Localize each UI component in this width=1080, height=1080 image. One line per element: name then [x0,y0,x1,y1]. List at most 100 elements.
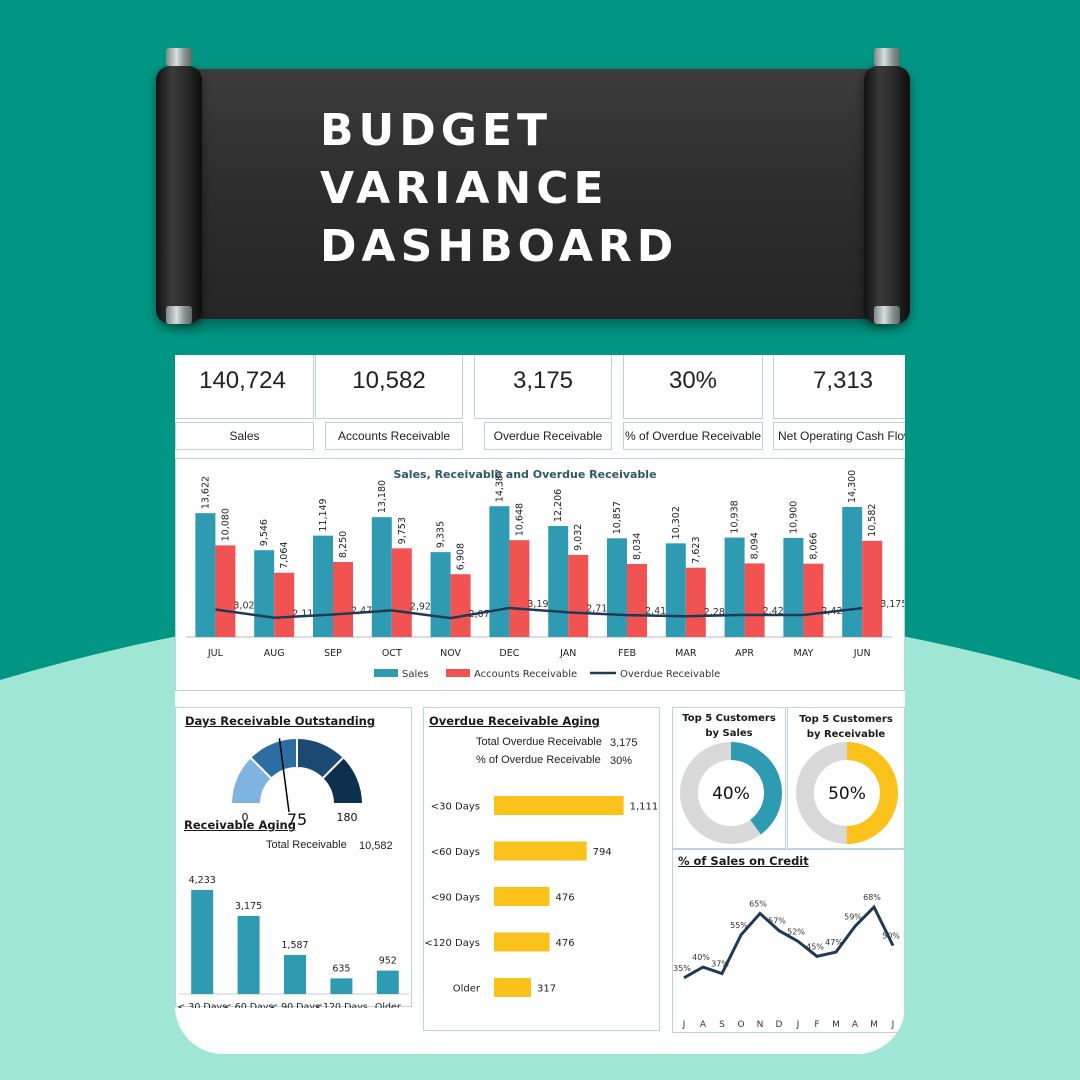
sales-receivable-chart-panel: Sales, Receivable and Overdue Receivable… [175,458,905,691]
top-customers-receivable-panel: Top 5 Customers by Receivable 50% [787,707,905,849]
x-tick-label: Older [375,1002,401,1008]
x-tick-label: JAN [559,648,576,659]
overdue-aging-bar [494,841,587,861]
y-tick-label: <120 Days [424,938,480,949]
receivable-panel: Days Receivable Outstanding 75 0 180 Recei… [175,707,412,1008]
dro-title: Days Receivable Outstanding [185,714,376,728]
overdue-data-label: 2,287 [704,607,731,618]
x-tick-label: OCT [382,648,402,659]
receivable-bar [803,563,824,637]
receivable-aging-title: Receivable Aging [184,818,296,832]
receivable-data-label: 10,080 [220,508,231,541]
total-overdue-value: 3,175 [610,737,638,749]
sales-bar [607,538,627,637]
donut-title-line: by Sales [705,728,753,739]
aging-data-label: 635 [332,963,350,974]
x-tick-label: A [852,1020,859,1030]
kpi-value: 7,313 [812,367,874,394]
aging-data-label: 3,175 [235,901,262,912]
donut-value-arc [680,742,782,844]
scroll-pin-icon [874,306,900,324]
gauge-segment [321,755,365,805]
credit-data-label: 45% [806,942,824,951]
overdue-aging-panel: Overdue Receivable Aging Total Overdue R… [423,707,660,1031]
receivable-data-label: 10,582 [867,504,878,537]
receivable-bar [744,563,765,637]
donut-title-line: by Receivable [806,729,886,740]
y-tick-label: <90 Days [431,893,480,904]
overdue-data-label: 2,475 [351,606,378,617]
receivable-data-label: 9,032 [573,524,584,551]
x-tick-label: MAY [794,648,814,659]
overdue-aging-data-label: 476 [556,893,575,904]
sales-data-label: 9,546 [259,519,270,546]
receivable-data-label: 10,648 [514,503,525,536]
receivable-bar [450,574,471,637]
sales-data-label: 10,302 [671,506,682,539]
aging-data-label: 4,233 [189,875,216,886]
sales-data-label: 14,387 [494,469,505,502]
credit-data-label: 55% [730,921,748,930]
overdue-data-label: 2,072 [469,609,496,620]
total-overdue-label: Total Overdue Receivable [476,736,602,748]
sales-data-label: 10,938 [730,500,741,533]
sales-data-label: 14,300 [847,470,858,503]
title-line: VARIANCE [320,163,609,214]
overdue-aging-bar [494,796,624,815]
kpi-label: Overdue Receivable [484,422,612,450]
scroll-pin-icon [166,48,192,66]
credit-data-label: 52% [787,927,805,936]
credit-line [683,904,895,980]
sales-bar [724,537,745,637]
kpi-label: Accounts Receivable [325,422,463,450]
receivable-data-label: 8,094 [750,532,761,559]
overdue-line [215,606,863,620]
receivable-bar [509,540,530,637]
x-tick-label: M [832,1020,840,1030]
scroll-body [178,69,890,319]
money-icon [231,355,255,357]
x-tick-label: J [682,1020,686,1030]
x-tick-label: FEB [618,648,636,659]
aging-data-label: 952 [379,956,397,967]
donut-title-line: Top 5 Customers [799,714,893,725]
overdue-aging-data-label: 794 [593,847,612,858]
legend-swatch-receivable [446,669,470,677]
title-scroll-banner: BUDGET VARIANCE DASHBOARD [150,44,920,326]
sales-bar [430,552,451,637]
receivable-data-label: 9,753 [397,517,408,544]
receivable-bar [627,563,647,637]
credit-data-label: 68% [863,893,881,902]
scroll-right-roll [864,66,910,324]
sales-on-credit-chart: 35% J 40% A 37% S 55% O 65% N 57% D 52% J 45% F 47% M 59% A… [673,893,900,1030]
x-tick-label: JUN [853,648,871,659]
credit-data-label: 47% [825,938,843,947]
overdue-data-label: 2,428 [763,606,790,617]
x-tick-label: APR [735,648,754,659]
overdue-aging-bar [494,932,550,952]
receivable-data-label: 8,250 [338,531,349,558]
kpi-value: 10,582 [352,367,426,394]
kpi-label: Net Operating Cash Flow [773,422,905,450]
x-tick-label: AUG [264,648,285,659]
gauge-max-label: 180 [337,811,358,824]
x-tick-label: F [814,1020,819,1030]
sales-data-label: 10,857 [612,501,623,534]
gauge-min-label: 0 [242,811,249,824]
sales-bar [195,513,216,637]
x-tick-label: < 60 Days [224,1002,274,1008]
scroll-pin-icon [874,48,900,66]
sales-data-label: 13,622 [200,476,211,509]
receivable-data-label: 7,064 [279,542,290,569]
kpi-card-net-operating-cash-flow: 7,313 [773,355,905,419]
receivable-bar [333,562,353,637]
credit-data-label: 35% [673,964,691,973]
receivable-data-label: 8,034 [632,533,643,560]
sales-on-credit-panel: % of Sales on Credit 35% J 40% A 37% S 55% O 65%… [672,849,905,1033]
sales-bar [313,535,333,637]
kpi-label: % of Overdue Receivable [623,422,763,450]
scroll-pin-icon [166,306,192,324]
x-tick-label: < 30 Days [177,1002,227,1008]
overdue-aging-title: Overdue Receivable Aging [429,714,600,728]
x-tick-label: < 90 Days [270,1002,320,1008]
